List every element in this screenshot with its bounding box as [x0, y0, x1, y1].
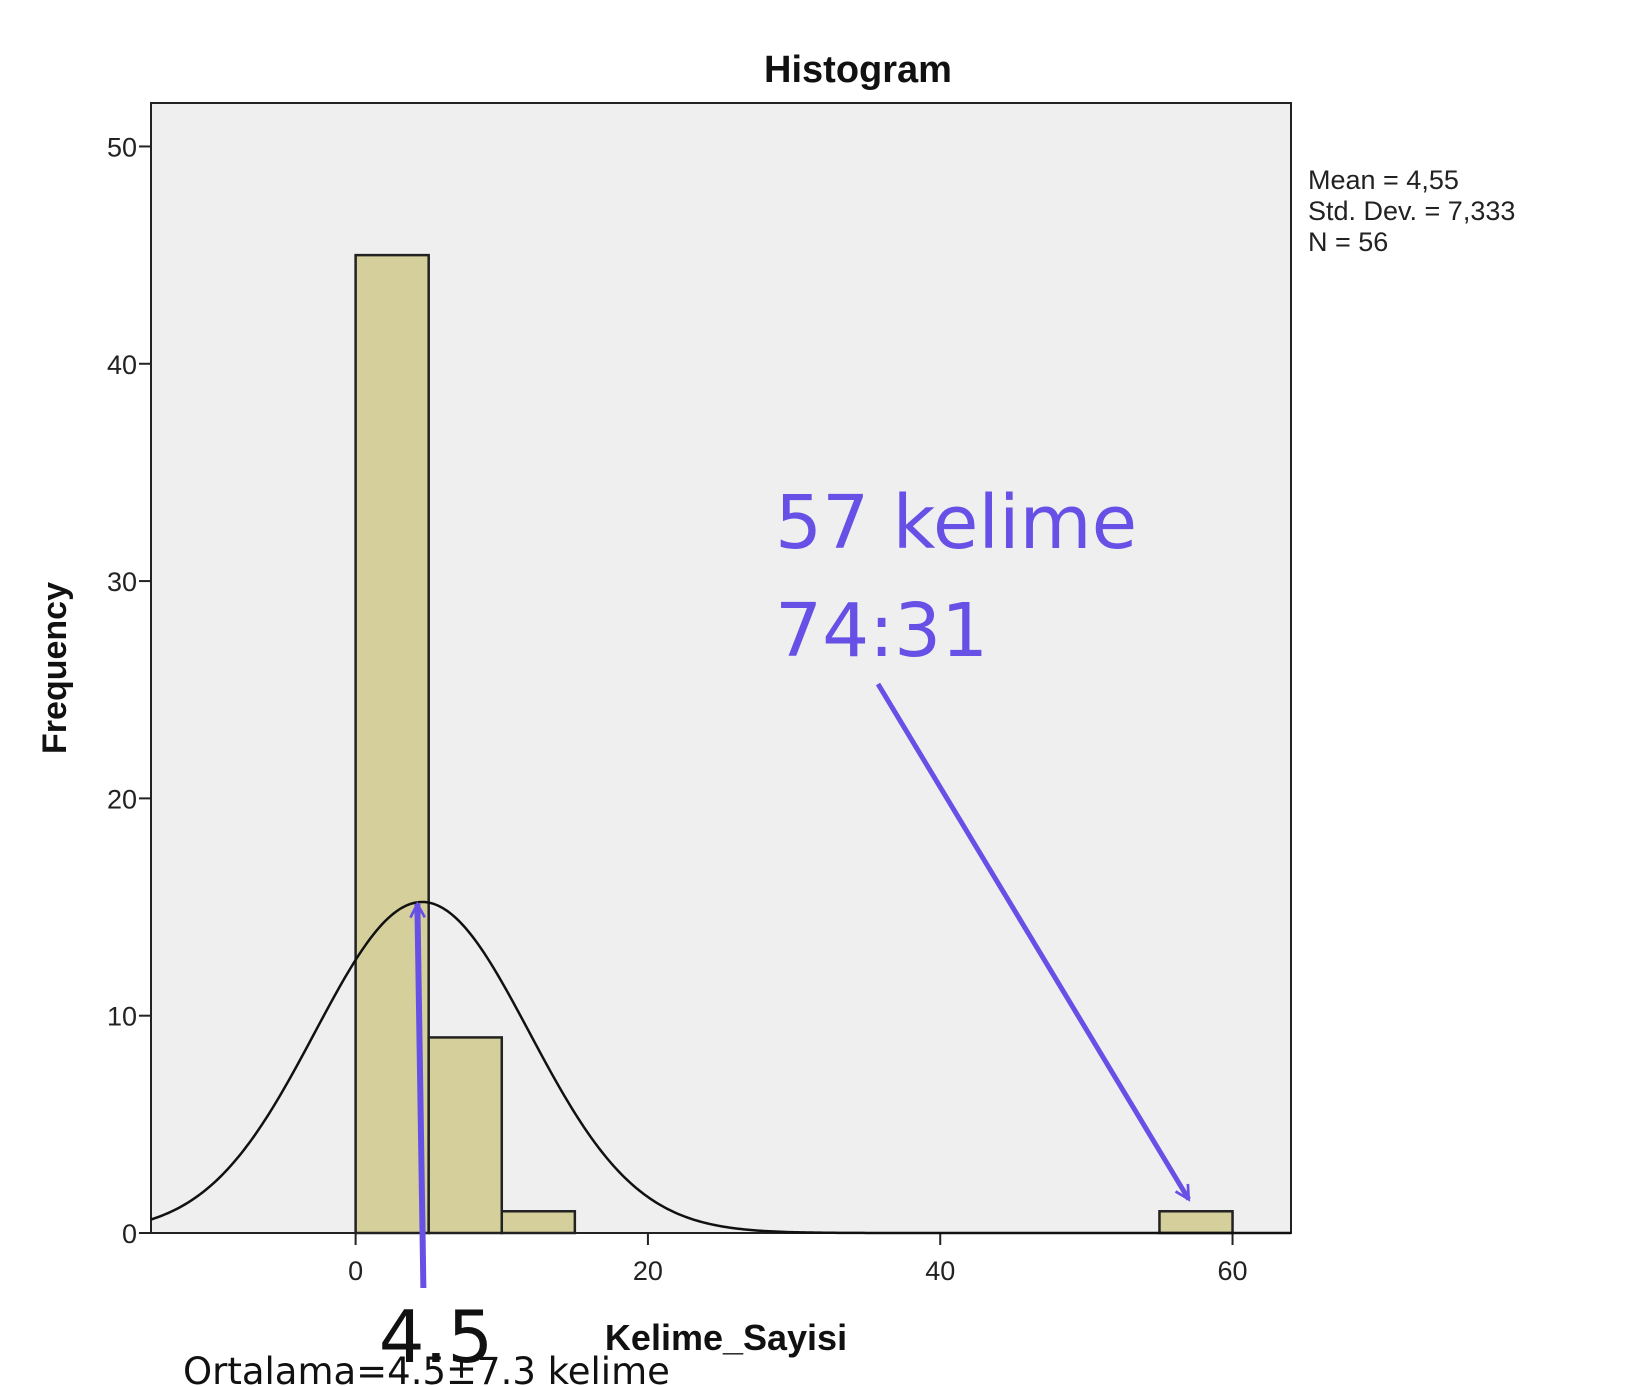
y-axis: 0 10 20 30 40 50 — [107, 132, 151, 1249]
bars-group — [354, 253, 1234, 1235]
outlier-label-line1: 57 kelime — [775, 480, 1137, 566]
x-tick-label: 40 — [925, 1256, 955, 1286]
stats-n: N = 56 — [1308, 227, 1388, 257]
y-tick-label: 50 — [107, 132, 137, 162]
y-tick-label: 20 — [107, 784, 137, 814]
y-tick-label: 10 — [107, 1002, 137, 1032]
y-tick-label: 40 — [107, 350, 137, 380]
footer-note: Ortalama=4.5±7.3 kelime — [183, 1350, 670, 1386]
x-axis-label: Kelime_Sayisi — [605, 1317, 847, 1358]
y-tick-label: 0 — [122, 1219, 137, 1249]
mean-label: 4.5 — [379, 1295, 494, 1379]
normal-curve — [150, 900, 1291, 1235]
outlier-annotation: 57 kelime 74:31 — [775, 480, 1137, 674]
outlier-label-line2: 74:31 — [775, 588, 988, 674]
x-tick-label: 20 — [633, 1256, 663, 1286]
y-axis-label: Frequency — [36, 582, 74, 754]
outlier-arrow — [875, 682, 1191, 1199]
mean-arrow — [417, 904, 427, 1289]
stats-sd: Std. Dev. = 7,333 — [1308, 196, 1515, 226]
stats-mean: Mean = 4,55 — [1308, 165, 1459, 195]
x-axis: 0 20 40 60 — [348, 1233, 1248, 1286]
chart-title: Histogram — [764, 49, 952, 91]
histogram-bar — [427, 1036, 504, 1235]
x-tick-label: 60 — [1218, 1256, 1248, 1286]
x-tick-label: 0 — [348, 1256, 363, 1286]
histogram-bar — [354, 253, 430, 1235]
histogram-bar — [500, 1210, 577, 1235]
plot-area — [150, 102, 1292, 1234]
y-tick-label: 30 — [107, 567, 137, 597]
histogram-bar — [1158, 1210, 1234, 1235]
stats-box: Mean = 4,55 Std. Dev. = 7,333 N = 56 — [1308, 165, 1515, 257]
